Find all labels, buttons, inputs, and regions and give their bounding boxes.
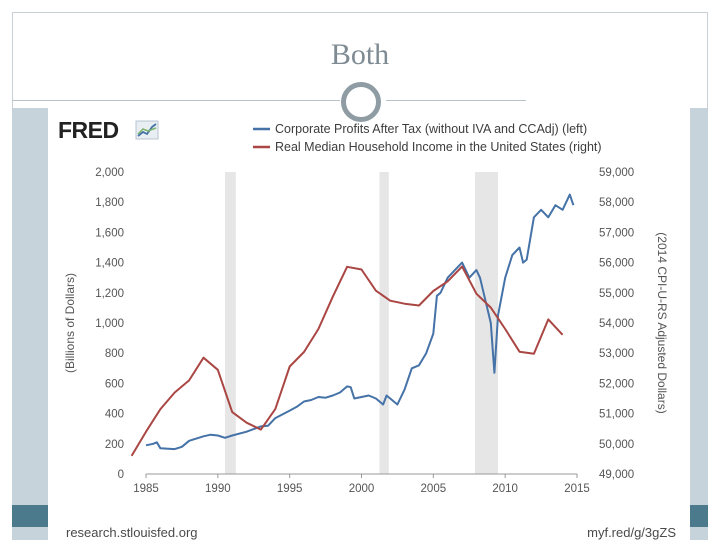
- y-right-tick-label-0: 49,000: [599, 469, 634, 481]
- y-right-tick-label-3: 52,000: [599, 378, 634, 390]
- legend: Corporate Profits After Tax (without IVA…: [253, 122, 602, 154]
- fred-logo: FRED: [58, 117, 159, 143]
- title-rule-left: [12, 100, 340, 101]
- y-axis-label-right: (2014 CPI-U-RS Adjusted Dollars): [655, 232, 669, 413]
- y-right-tick-label-2: 51,000: [599, 409, 634, 421]
- fred-logo-chart-icon: [135, 120, 159, 140]
- x-tick-label-3: 2000: [349, 483, 375, 495]
- y-left-tick-label-0: 0: [118, 469, 124, 481]
- title-ring-ornament: [341, 82, 381, 122]
- y-right-tick-label-5: 54,000: [599, 318, 634, 330]
- fred-logo-text: FRED: [58, 117, 119, 143]
- x-tick-label-0: 1985: [133, 483, 159, 495]
- x-tick-label-1: 1990: [205, 483, 231, 495]
- slide-title: Both: [330, 38, 390, 71]
- recession-shading: [225, 172, 498, 474]
- legend-label-left: Corporate Profits After Tax (without IVA…: [275, 122, 587, 136]
- y-left-tick-label-9: 1,800: [95, 197, 124, 209]
- recession-band-2: [474, 172, 498, 474]
- fred-chart-panel: 1985 1990 1995 2000 2005 2010 2015 0 200 400 600 80…: [48, 108, 690, 540]
- series-line-median-income: [130, 265, 564, 457]
- series-lines: [130, 193, 575, 457]
- x-tick-label-6: 2015: [564, 483, 590, 495]
- y-left-tick-label-6: 1,200: [95, 288, 124, 300]
- recession-band-1: [379, 172, 389, 474]
- y-right-tick-label-1: 50,000: [599, 439, 634, 451]
- axes: 1985 1990 1995 2000 2005 2010 2015 0 200 400 600 80…: [95, 167, 634, 495]
- right-accent-band: [690, 108, 708, 540]
- y-axis-label-left: (Billions of Dollars): [63, 273, 77, 373]
- footer-link-right: myf.red/g/3gZS: [587, 525, 676, 540]
- y-left-tick-label-8: 1,600: [95, 227, 124, 239]
- y-right-tick-label-6: 55,000: [599, 288, 634, 300]
- title-rule-right: [386, 100, 526, 101]
- series-line-corporate-profits: [145, 193, 575, 451]
- footer-source-left: research.stlouisfed.org: [66, 525, 198, 540]
- x-tick-label-2: 1995: [277, 483, 303, 495]
- y-left-tick-label-2: 400: [105, 409, 124, 421]
- y-left-tick-label-5: 1,000: [95, 318, 124, 330]
- y-left-tick-label-1: 200: [105, 439, 124, 451]
- left-accent-band: [12, 108, 48, 540]
- fred-chart: 1985 1990 1995 2000 2005 2010 2015 0 200 400 600 80…: [58, 117, 676, 540]
- y-left-tick-label-4: 800: [105, 348, 124, 360]
- y-right-tick-label-8: 57,000: [599, 227, 634, 239]
- x-tick-label-5: 2010: [492, 483, 518, 495]
- x-tick-label-4: 2005: [421, 483, 447, 495]
- y-left-tick-label-7: 1,400: [95, 258, 124, 270]
- y-right-tick-label-10: 59,000: [599, 167, 634, 179]
- legend-label-right: Real Median Household Income in the Unit…: [275, 140, 602, 154]
- y-left-tick-label-3: 600: [105, 378, 124, 390]
- y-right-tick-label-4: 53,000: [599, 348, 634, 360]
- y-right-tick-label-7: 56,000: [599, 258, 634, 270]
- y-right-tick-label-9: 58,000: [599, 197, 634, 209]
- recession-band-0: [225, 172, 236, 474]
- y-left-tick-label-10: 2,000: [95, 167, 124, 179]
